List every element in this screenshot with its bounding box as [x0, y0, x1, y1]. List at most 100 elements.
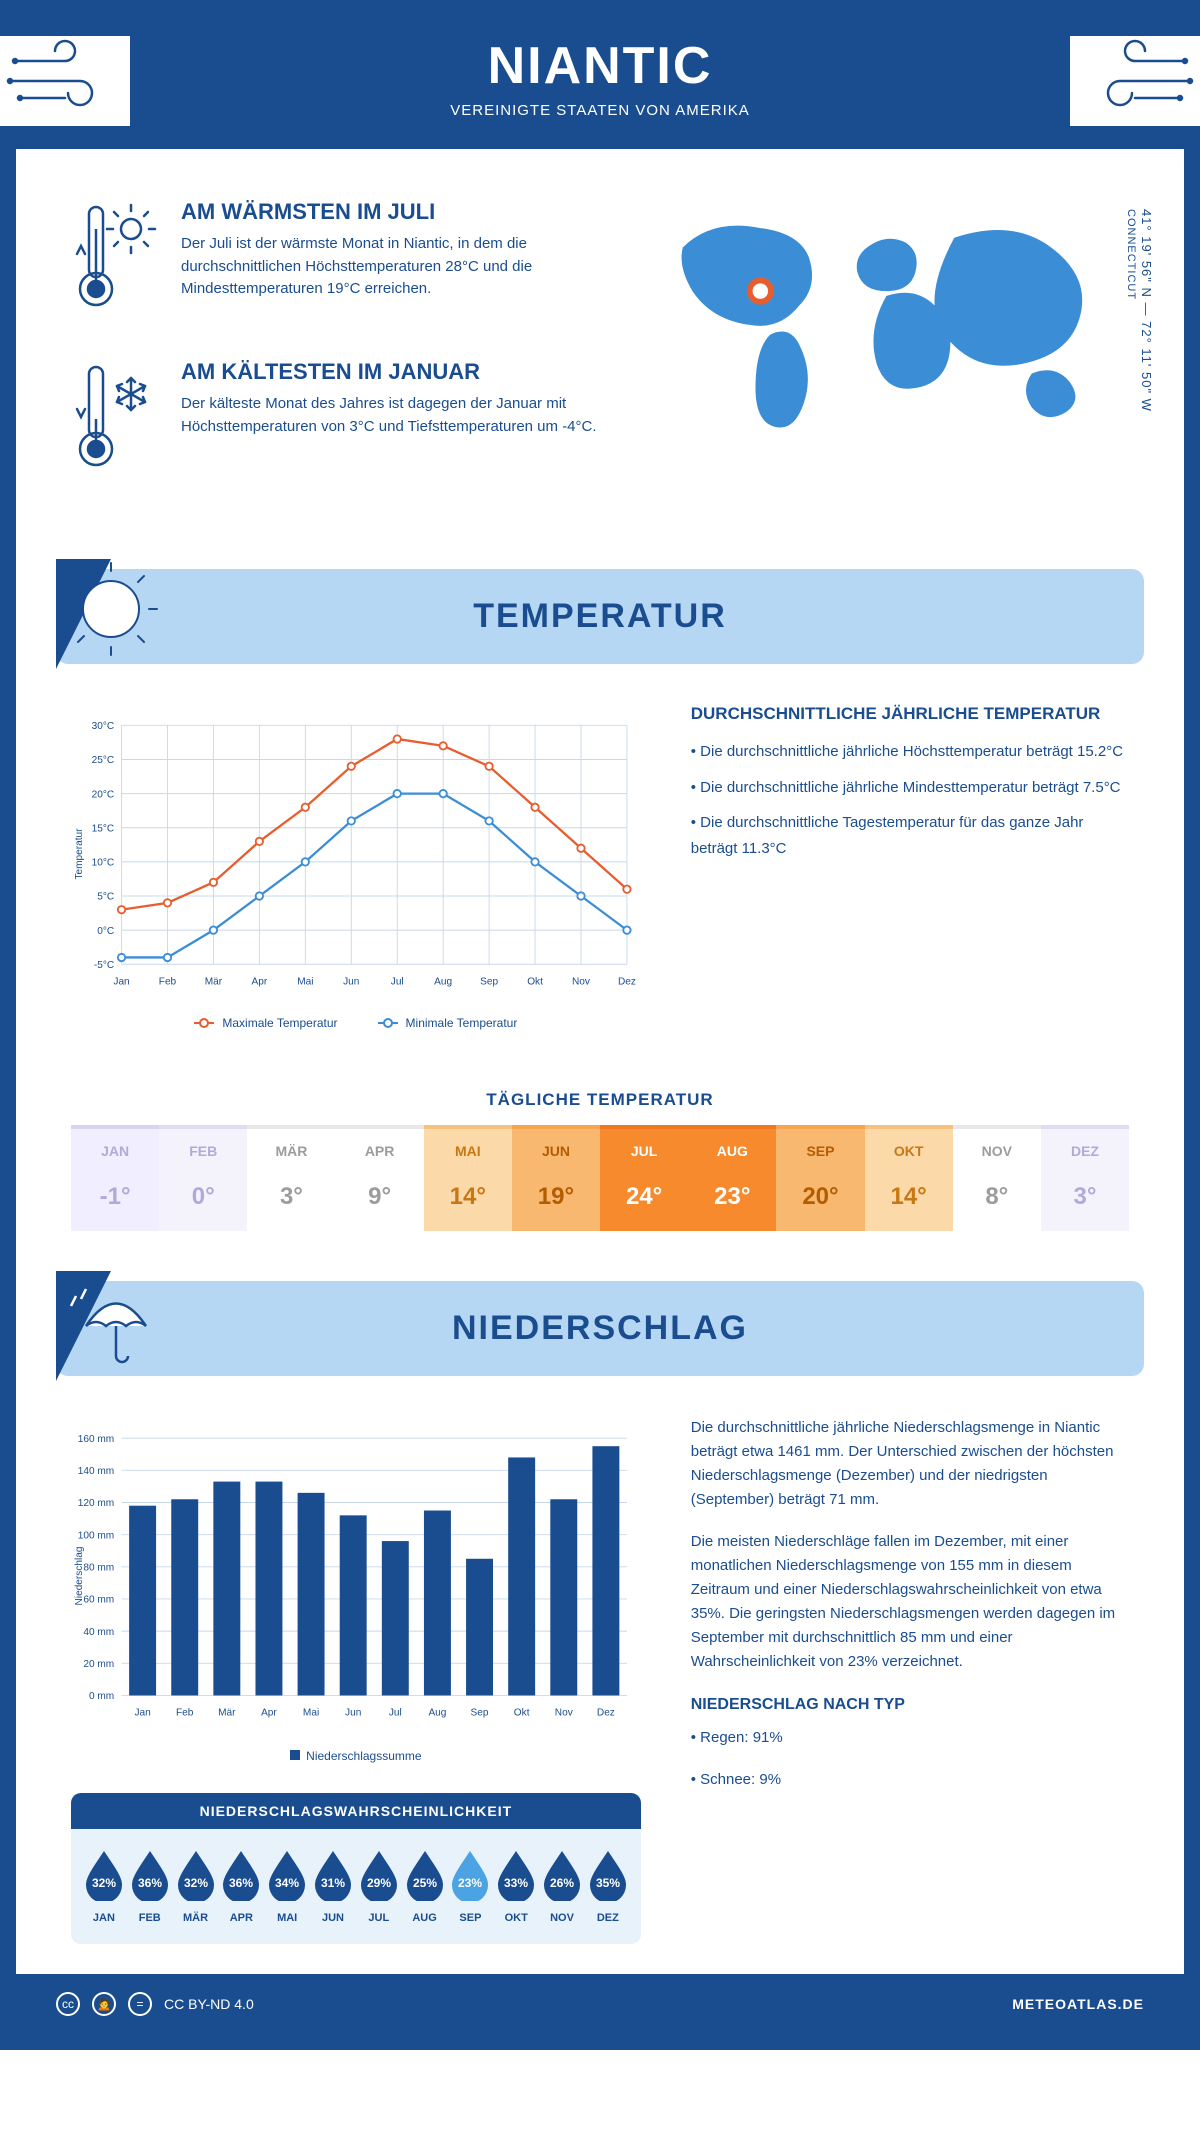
svg-text:Niederschlag: Niederschlag	[74, 1547, 85, 1606]
daily-cell: JUN19°	[512, 1125, 600, 1231]
temperature-content: -5°C0°C5°C10°C15°C20°C25°C30°CJanFebMärA…	[16, 664, 1184, 1060]
svg-text:140 mm: 140 mm	[78, 1466, 114, 1477]
temperature-line-chart: -5°C0°C5°C10°C15°C20°C25°C30°CJanFebMärA…	[71, 704, 641, 1030]
probability-drop: 34% MAI	[264, 1847, 310, 1924]
svg-text:100 mm: 100 mm	[78, 1530, 114, 1541]
daily-cell: FEB0°	[159, 1125, 247, 1231]
svg-text:Mär: Mär	[218, 1708, 236, 1719]
precipitation-banner: NIEDERSCHLAG	[56, 1281, 1144, 1376]
header: NIANTIC VEREINIGTE STAATEN VON AMERIKA	[16, 16, 1184, 149]
fact-warmest-text: Der Juli ist der wärmste Monat in Nianti…	[181, 233, 604, 301]
temperature-banner: TEMPERATUR	[56, 569, 1144, 664]
by-icon: 🙍	[92, 1992, 116, 2016]
daily-cell: APR9°	[336, 1125, 424, 1231]
svg-text:Jul: Jul	[389, 1708, 402, 1719]
intro-section: AM WÄRMSTEN IM JULI Der Juli ist der wär…	[16, 149, 1184, 549]
svg-text:34%: 34%	[275, 1876, 299, 1890]
probability-box: NIEDERSCHLAGSWAHRSCHEINLICHKEIT 32% JAN …	[71, 1793, 641, 1944]
svg-text:Nov: Nov	[555, 1708, 574, 1719]
svg-text:Aug: Aug	[428, 1708, 446, 1719]
svg-text:Mai: Mai	[297, 976, 313, 987]
daily-cell: MÄR3°	[247, 1125, 335, 1231]
svg-text:36%: 36%	[138, 1876, 162, 1890]
daily-cell: MAI14°	[424, 1125, 512, 1231]
svg-text:32%: 32%	[92, 1876, 116, 1890]
precip-para: Die meisten Niederschläge fallen im Deze…	[691, 1530, 1129, 1674]
temp-summary-title: DURCHSCHNITTLICHE JÄHRLICHE TEMPERATUR	[691, 704, 1129, 724]
daily-cell: SEP20°	[776, 1125, 864, 1231]
city-title: NIANTIC	[16, 36, 1184, 96]
nd-icon: =	[128, 1992, 152, 2016]
svg-text:25%: 25%	[413, 1876, 437, 1890]
precipitation-summary: Die durchschnittliche jährliche Niedersc…	[691, 1416, 1129, 1944]
daily-cell: JUL24°	[600, 1125, 688, 1231]
probability-drop: 23% SEP	[448, 1847, 494, 1924]
svg-text:Apr: Apr	[261, 1708, 277, 1719]
fact-coldest-text: Der kälteste Monat des Jahres ist dagege…	[181, 393, 604, 438]
svg-text:Jul: Jul	[391, 976, 404, 987]
temp-bullet: • Die durchschnittliche Tagestemperatur …	[691, 810, 1129, 861]
svg-text:Jan: Jan	[134, 1708, 150, 1719]
svg-text:Jun: Jun	[345, 1708, 361, 1719]
svg-text:Okt: Okt	[527, 976, 543, 987]
svg-text:31%: 31%	[321, 1876, 345, 1890]
svg-text:5°C: 5°C	[97, 892, 114, 903]
svg-text:Feb: Feb	[176, 1708, 194, 1719]
svg-text:Sep: Sep	[480, 976, 498, 987]
fact-warmest-title: AM WÄRMSTEN IM JULI	[181, 199, 604, 225]
temp-legend: .legend-item:nth-child(1) .legend-mark::…	[71, 1016, 641, 1030]
svg-text:Mai: Mai	[303, 1708, 319, 1719]
svg-text:32%: 32%	[184, 1876, 208, 1890]
daily-cell: OKT14°	[865, 1125, 953, 1231]
daily-cell: NOV8°	[953, 1125, 1041, 1231]
thermometer-sun-icon	[71, 199, 161, 324]
precipitation-bar-chart: 0 mm20 mm40 mm60 mm80 mm100 mm120 mm140 …	[71, 1416, 641, 1944]
svg-text:40 mm: 40 mm	[83, 1627, 114, 1638]
probability-drop: 36% APR	[218, 1847, 264, 1924]
probability-drop: 36% FEB	[127, 1847, 173, 1924]
svg-text:30°C: 30°C	[92, 721, 115, 732]
temperature-summary: DURCHSCHNITTLICHE JÄHRLICHE TEMPERATUR •…	[691, 704, 1129, 1030]
svg-text:20 mm: 20 mm	[83, 1659, 114, 1670]
footer: cc 🙍 = CC BY-ND 4.0 METEOATLAS.DE	[16, 1974, 1184, 2034]
svg-text:Aug: Aug	[434, 976, 452, 987]
svg-text:35%: 35%	[596, 1876, 620, 1890]
temp-bullet: • Die durchschnittliche jährliche Mindes…	[691, 775, 1129, 801]
probability-drop: 32% JAN	[81, 1847, 127, 1924]
svg-text:Dez: Dez	[618, 976, 636, 987]
svg-text:80 mm: 80 mm	[83, 1562, 114, 1573]
temp-bullet: • Die durchschnittliche jährliche Höchst…	[691, 739, 1129, 765]
daily-cell: DEZ3°	[1041, 1125, 1129, 1231]
probability-drop: 32% MÄR	[173, 1847, 219, 1924]
fact-warmest: AM WÄRMSTEN IM JULI Der Juli ist der wär…	[71, 199, 604, 324]
probability-drop: 26% NOV	[539, 1847, 585, 1924]
svg-text:Temperatur: Temperatur	[74, 828, 85, 880]
svg-text:33%: 33%	[504, 1876, 528, 1890]
svg-text:-5°C: -5°C	[94, 960, 114, 971]
daily-temp-grid: JAN-1° FEB0° MÄR3° APR9° MAI14° JUN19° J…	[71, 1125, 1129, 1231]
sun-icon	[56, 559, 166, 669]
probability-drop: 35% DEZ	[585, 1847, 631, 1924]
svg-text:Nov: Nov	[572, 976, 591, 987]
svg-text:23%: 23%	[458, 1876, 482, 1890]
fact-coldest: AM KÄLTESTEN IM JANUAR Der kälteste Mona…	[71, 359, 604, 484]
daily-cell: AUG23°	[688, 1125, 776, 1231]
daily-cell: JAN-1°	[71, 1125, 159, 1231]
svg-text:120 mm: 120 mm	[78, 1498, 114, 1509]
svg-text:Dez: Dez	[597, 1708, 615, 1719]
precip-legend: Niederschlagssumme	[71, 1749, 641, 1763]
wind-icon-left	[0, 36, 130, 126]
daily-temp-title: TÄGLICHE TEMPERATUR	[16, 1090, 1184, 1110]
svg-text:Jan: Jan	[113, 976, 129, 987]
svg-text:Feb: Feb	[159, 976, 177, 987]
cc-icon: cc	[56, 1992, 80, 2016]
svg-text:Okt: Okt	[514, 1708, 530, 1719]
license: cc 🙍 = CC BY-ND 4.0	[56, 1992, 254, 2016]
svg-text:26%: 26%	[550, 1876, 574, 1890]
world-map-icon	[644, 199, 1129, 459]
probability-title: NIEDERSCHLAGSWAHRSCHEINLICHKEIT	[71, 1793, 641, 1829]
svg-text:Jun: Jun	[343, 976, 359, 987]
svg-text:0°C: 0°C	[97, 926, 114, 937]
probability-drop: 31% JUN	[310, 1847, 356, 1924]
world-map-container: 41° 19' 56" N — 72° 11' 50" W CONNECTICU…	[644, 199, 1129, 519]
